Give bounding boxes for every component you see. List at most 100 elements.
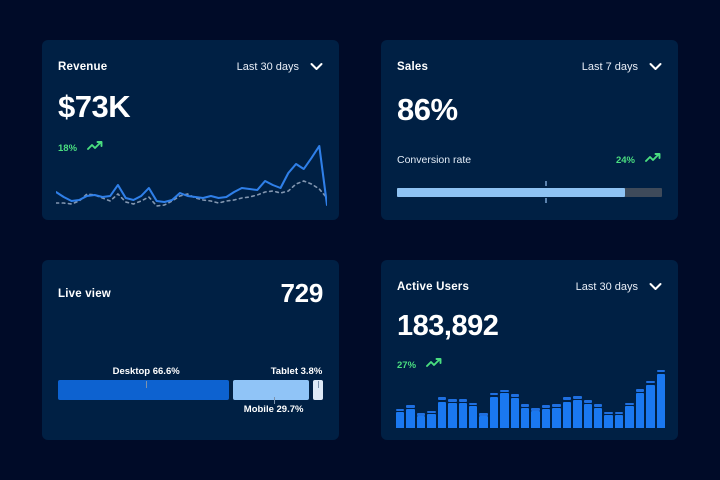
bar-column [594,368,603,428]
bar-cap [573,396,582,399]
device-label-connector [146,381,148,388]
revenue-card: Revenue Last 30 days $73K 18% [42,40,339,220]
bar-column [583,368,593,428]
bar-column [427,368,436,428]
bar-body [635,393,645,428]
bar-column [531,368,540,428]
sales-range-selector[interactable]: Last 7 days [582,58,662,76]
bar-cap [427,410,436,414]
active-users-title: Active Users [397,281,470,293]
bar-cap [656,369,665,373]
bar-column [448,368,457,428]
bar-body [614,414,624,428]
bar-column [573,368,582,428]
device-label-connector [317,381,319,388]
active-users-value: 183,892 [397,310,499,342]
bar-body [541,408,551,428]
revenue-delta: 18% [58,139,323,157]
bar-column [500,368,509,428]
bar-cap [635,389,645,392]
revenue-previous-series [56,180,327,207]
bar-column [458,368,467,428]
device-labels-top: Desktop 66.6% Tablet 3.8% [58,366,323,388]
bar-body [625,406,634,428]
active-users-delta-percent: 27% [397,359,417,371]
bar-cap [510,394,520,397]
sales-card-header: Sales Last 7 days [397,58,662,76]
bar-column [416,368,426,428]
bar-column [396,368,405,428]
bar-cap [604,411,613,415]
bar-column [521,368,530,428]
bar-cap [625,402,634,406]
bar-cap [552,404,561,407]
bar-body [479,416,488,428]
conversion-rate-label: Conversion rate [397,154,472,166]
chevron-down-icon [310,58,323,76]
revenue-current-series [56,145,327,206]
device-segment[interactable] [58,380,229,400]
revenue-range-selector[interactable]: Last 30 days [237,58,323,76]
bar-column [635,368,645,428]
bar-cap [416,413,426,416]
bar-cap [583,400,593,403]
revenue-delta-percent: 18% [58,142,78,154]
device-segment[interactable] [232,380,310,400]
bar-column [562,368,572,428]
bar-cap [500,389,509,393]
bar-body [500,393,509,428]
revenue-line-chart [56,142,327,210]
revenue-line-svg [56,145,327,207]
active-users-range-label: Last 30 days [575,281,638,293]
bar-body [458,402,467,428]
conversion-progress-bar[interactable] [397,181,662,203]
bar-body [406,408,415,428]
bar-cap [448,399,457,402]
device-segmented-bar[interactable] [58,380,323,400]
device-segment-label: Desktop 66.6% [112,366,180,377]
sales-range-label: Last 7 days [581,61,638,73]
device-label-connector [273,397,275,404]
bar-body [510,398,520,428]
conversion-rate-percent: 24% [615,154,635,166]
bar-column [604,368,613,428]
bar-column [479,368,488,428]
bar-cap [531,408,540,411]
bar-column [510,368,520,428]
bar-cap [458,399,467,402]
device-breakdown: Desktop 66.6% Tablet 3.8% Mobile 29.7% [58,366,323,418]
bar-body [531,411,540,428]
progress-marker-top [545,181,548,186]
bar-column [468,368,478,428]
bar-body [396,412,405,428]
active-users-bar-chart [396,368,665,428]
bar-cap [614,411,624,415]
active-users-card: Active Users Last 30 days 183,892 27% [381,260,678,440]
bar-body [594,407,603,428]
bar-body [521,407,530,428]
live-view-header: Live view 729 [58,278,323,309]
bar-column [646,368,655,428]
bar-body [427,413,436,428]
conversion-rate-row: Conversion rate 24% [397,151,662,169]
bar-column [656,368,665,428]
device-segment[interactable] [313,380,323,400]
bar-body [437,401,447,428]
bar-body [468,406,478,428]
trend-up-icon [426,356,443,374]
bar-column [625,368,634,428]
active-users-range-selector[interactable]: Last 30 days [576,278,662,296]
bar-column [552,368,561,428]
bar-body [416,416,426,428]
chevron-down-icon [649,58,662,76]
bar-body [573,400,582,428]
bar-cap [521,404,530,407]
progress-fill [397,188,625,197]
bar-cap [396,408,405,412]
bar-body [583,404,593,428]
bar-cap [406,405,415,408]
bar-cap [468,402,478,406]
bar-cap [594,404,603,407]
bar-body [489,396,499,428]
